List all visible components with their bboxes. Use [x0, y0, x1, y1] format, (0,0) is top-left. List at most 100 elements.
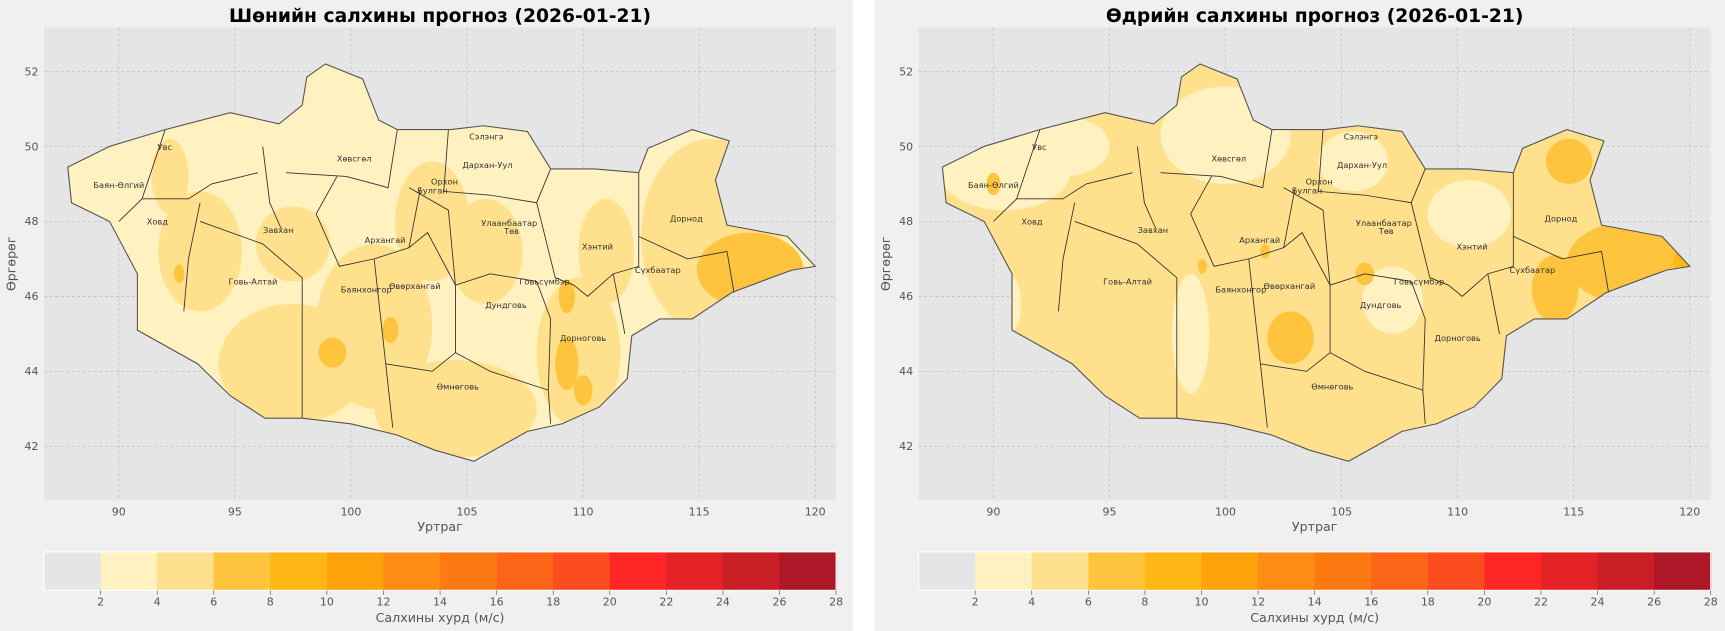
day-colorbar-tick-label: 8 — [1141, 596, 1148, 609]
night-province-label: Өмнөговь — [437, 381, 479, 391]
night-colorbar-tick-label: 14 — [433, 596, 447, 609]
day-province-label: Говь-Алтай — [1103, 277, 1152, 287]
day-province-label: Баян-Өлгий — [968, 180, 1019, 190]
night-province-label: Ховд — [147, 217, 169, 227]
night-colorbar-tick-label: 12 — [376, 596, 390, 609]
night-colorbar-tick-label: 2 — [97, 596, 104, 609]
day-y-tick-label: 52 — [899, 65, 913, 78]
night-province-label: Увс — [158, 142, 173, 152]
night-province-border — [443, 129, 552, 204]
night-map-panel: 90 95 100 105 110 115 120424446485052УртрагӨрг… — [3, 27, 843, 625]
night-province-border — [612, 273, 626, 334]
day-province-label: Булган — [1292, 186, 1323, 196]
night-wind-zone — [174, 264, 185, 284]
day-colorbar-cell — [1144, 551, 1203, 591]
day-colorbar-cell — [1540, 551, 1599, 591]
night-country-outline — [67, 63, 817, 462]
day-colorbar-cell — [1031, 551, 1089, 591]
night-colorbar-tick-label: 8 — [267, 596, 274, 609]
day-y-tick-label: 44 — [899, 365, 913, 378]
day-y-axis-label: Өргөрөг — [878, 236, 893, 291]
night-x-tick-label: 110 — [573, 506, 594, 519]
night-wind-zone — [573, 375, 593, 406]
day-colorbar-tick-label: 22 — [1534, 596, 1548, 609]
day-colorbar-cell — [1597, 551, 1655, 591]
day-y-tick-label: 42 — [899, 440, 913, 453]
night-province-label: Говь-Алтай — [229, 277, 278, 287]
night-province-label: Архангай — [365, 235, 406, 245]
night-colorbar-cell — [609, 551, 667, 591]
night-province-label: Дорнод — [670, 213, 703, 223]
day-province-label: Өмнөговь — [1311, 381, 1353, 391]
day-country-outline — [941, 63, 1691, 462]
night-province-border — [142, 172, 259, 200]
night-province-label: Говьсүмбэр — [519, 277, 569, 287]
day-y-tick-label: 48 — [899, 215, 913, 228]
night-map-title: Шөнийн салхины прогноз (2026-01-21) — [229, 6, 651, 27]
day-colorbar-cell — [1088, 551, 1146, 591]
day-province-label: Сүхбаатар — [1510, 265, 1556, 275]
day-colorbar-tick-label: 10 — [1195, 596, 1209, 609]
night-province-border — [315, 176, 422, 267]
day-colorbar-tick-label: 18 — [1421, 596, 1435, 609]
day-wind-field — [942, 63, 1690, 462]
day-province-label: Архангай — [1239, 235, 1280, 245]
day-province-label: Увс — [1032, 142, 1047, 152]
day-province-label: Сэлэнгэ — [1344, 132, 1379, 142]
night-y-tick-label: 46 — [25, 290, 39, 303]
day-province-label: Орхон — [1306, 177, 1333, 187]
day-colorbar-cell — [1314, 551, 1372, 591]
night-province-label: Булган — [417, 186, 448, 196]
day-wind-zone — [1318, 131, 1389, 192]
night-province-border — [536, 172, 640, 297]
day-colorbar-cell — [1484, 551, 1542, 591]
day-province-label: Өвөрхангай — [1264, 281, 1316, 291]
day-province-label: Дархан-Уул — [1337, 160, 1387, 170]
day-colorbar-cell — [1371, 551, 1429, 591]
day-province-label: Хөвсгөл — [1211, 154, 1246, 164]
day-colorbar-tick-label: 16 — [1364, 596, 1378, 609]
night-y-tick-label: 48 — [25, 215, 39, 228]
night-province-label: Баянхонгор — [341, 285, 392, 295]
night-x-tick-label: 90 — [112, 506, 126, 519]
day-province-border — [1410, 172, 1514, 297]
day-x-tick-label: 90 — [986, 506, 1000, 519]
night-y-tick-label: 44 — [25, 365, 39, 378]
day-colorbar-cell — [1427, 551, 1485, 591]
day-province-border — [1329, 352, 1423, 391]
day-province-border — [1016, 172, 1133, 200]
night-province-label: Улаанбаатар — [481, 218, 537, 228]
night-province-border — [408, 187, 456, 286]
night-province-border — [199, 220, 303, 419]
night-y-tick-label: 52 — [25, 65, 39, 78]
day-colorbar-cell — [1654, 551, 1712, 591]
day-colorbar-cell — [918, 551, 976, 591]
night-province-label: Хөвсгөл — [337, 154, 372, 164]
day-colorbar-tick-label: 6 — [1085, 596, 1092, 609]
night-province-label: Завхан — [263, 225, 293, 235]
day-colorbar-label: Салхины хурд (м/с) — [1250, 610, 1379, 625]
night-province-border — [385, 231, 456, 372]
night-wind-field — [67, 63, 816, 462]
night-colorbar-tick-label: 16 — [490, 596, 504, 609]
day-province-border — [1317, 129, 1426, 204]
day-colorbar-tick-label: 2 — [972, 596, 979, 609]
night-colorbar-cell — [270, 551, 328, 591]
night-colorbar-tick-label: 28 — [829, 596, 843, 609]
night-colorbar-tick-label: 10 — [320, 596, 334, 609]
day-map-title: Өдрийн салхины прогноз (2026-01-21) — [1106, 6, 1524, 27]
night-province-border — [262, 146, 282, 230]
night-colorbar-cell — [496, 551, 554, 591]
night-y-tick-label: 42 — [25, 440, 39, 453]
day-colorbar-tick-label: 26 — [1647, 596, 1661, 609]
day-wind-zone — [1197, 258, 1207, 274]
night-colorbar-cell — [722, 551, 781, 591]
day-colorbar-tick-label: 28 — [1704, 596, 1718, 609]
night-colorbar-tick-label: 18 — [546, 596, 560, 609]
day-colorbar-tick-label: 20 — [1477, 596, 1491, 609]
night-x-tick-label: 105 — [457, 506, 478, 519]
night-x-tick-label: 95 — [228, 506, 242, 519]
night-colorbar-cell — [440, 551, 498, 591]
night-province-label: Сэлэнгэ — [469, 132, 504, 142]
